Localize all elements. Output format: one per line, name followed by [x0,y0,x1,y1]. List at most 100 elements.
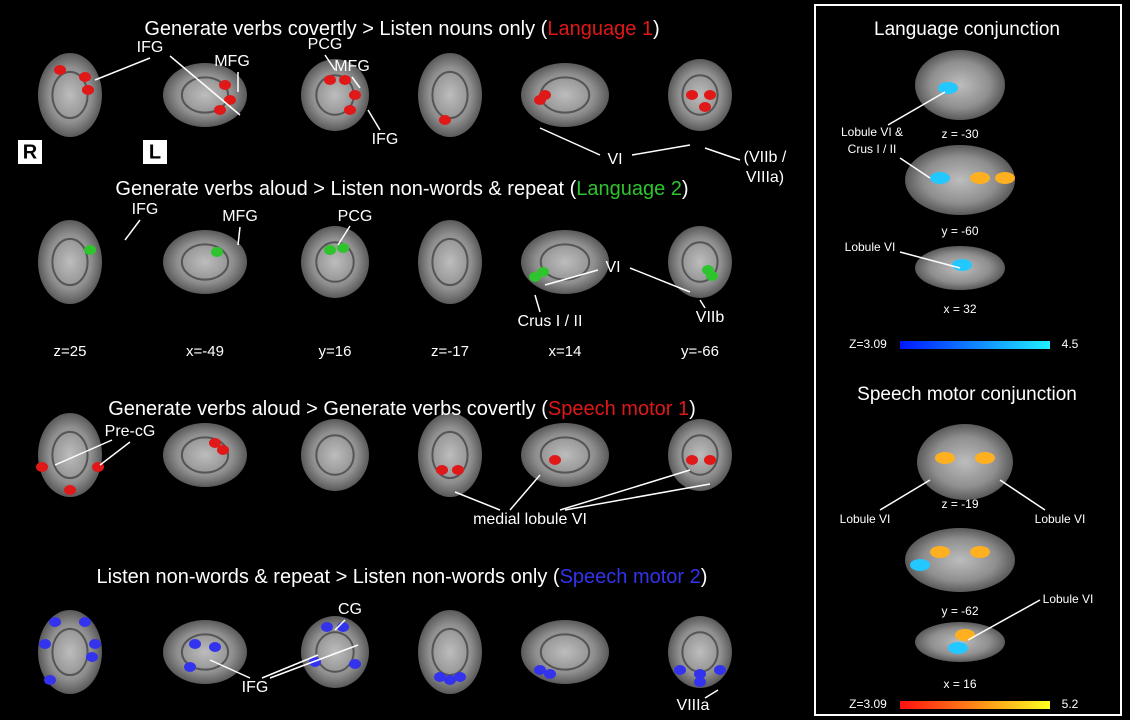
activation-blob [209,642,221,652]
activation-blob [89,639,101,649]
activation-blob [444,675,456,685]
activation-blob [930,546,950,558]
panel-title-part: Generate verbs covertly > Listen nouns o… [144,18,547,40]
cerebellum-slice [917,424,1013,500]
activation-blob [544,669,556,679]
activation-blob [534,95,546,105]
panel-title-part: Speech motor 1 [548,398,689,420]
cerebellum-slice [915,50,1005,120]
figure: Generate verbs covertly > Listen nouns o… [0,0,1130,720]
activation-blob [49,617,61,627]
panel-title-part: Generate verbs aloud > Generate verbs co… [108,398,548,420]
brain-slice [668,59,732,131]
activation-blob [674,665,686,675]
slice-label: z=25 [54,343,87,360]
activation-blob [64,485,76,495]
region-label: IFG [137,39,164,56]
orientation-label: R [23,141,38,163]
panel-title-part: Language 1 [547,18,653,40]
activation-blob [706,271,718,281]
activation-blob [935,452,955,464]
activation-blob [704,455,716,465]
region-label: (VIIb / [744,149,787,166]
activation-blob [84,245,96,255]
region-label: VI [605,259,620,276]
region-label: Crus I / II [848,142,897,156]
panel-title-part: Listen non-words & repeat > Listen non-w… [97,566,560,588]
slice-label: x = 32 [943,302,976,316]
activation-blob [321,622,333,632]
brain-slice [38,413,102,497]
region-label: Lobule VI & [841,125,903,139]
brain-slice [38,220,102,304]
brain-slice [301,419,369,491]
brain-slice [301,616,369,688]
region-label: VIIIa [677,697,710,714]
slice-label: y=-66 [681,343,719,360]
activation-blob [79,72,91,82]
conjunction-title: Language conjunction [874,19,1060,40]
brain-slice [418,53,482,137]
panel-title: Generate verbs aloud > Generate verbs co… [108,398,696,420]
brain-slice [38,53,102,137]
brain-slice [163,423,247,487]
activation-blob [189,639,201,649]
conjunction-title: Speech motor conjunction [857,384,1077,405]
brain-slice [163,63,247,127]
region-label: Pre-cG [105,423,156,440]
activation-blob [439,115,451,125]
activation-blob [344,105,356,115]
slice-label: y = -62 [941,604,978,618]
slice-label: x = 16 [943,677,976,691]
activation-blob [211,247,223,257]
region-label: PCG [338,208,373,225]
activation-blob [910,559,930,571]
activation-blob [217,445,229,455]
region-label: VIIb [696,309,725,326]
activation-blob [36,462,48,472]
colorbar [900,341,1050,349]
panel-title-part: Speech motor 2 [560,566,701,588]
region-label: VI [607,151,622,168]
region-label: medial lobule VI [473,511,587,528]
brain-slice [163,620,247,684]
panel-title-part: ) [701,566,708,588]
slice-label: y = -60 [941,224,978,238]
region-label: MFG [334,58,370,75]
cerebellum-slice [915,622,1005,662]
region-label: Lobule VI [1043,592,1094,606]
activation-blob [324,245,336,255]
activation-blob [184,662,196,672]
activation-blob [970,546,990,558]
region-label: PCG [308,36,343,53]
brain-slice [668,419,732,491]
panel-title-part: ) [689,398,696,420]
activation-blob [349,659,361,669]
brain-slice [521,230,609,294]
activation-blob [324,75,336,85]
panel-title-part: ) [682,178,689,200]
activation-blob [970,172,990,184]
activation-blob [339,75,351,85]
brain-slice [301,226,369,298]
activation-blob [686,455,698,465]
region-label: IFG [132,201,159,218]
activation-blob [549,455,561,465]
region-label: Lobule VI [1035,512,1086,526]
activation-blob [529,272,541,282]
region-label: Crus I / II [518,313,583,330]
activation-blob [54,65,66,75]
activation-blob [214,105,226,115]
activation-blob [452,465,464,475]
activation-blob [694,677,706,687]
activation-blob [699,102,711,112]
activation-blob [39,639,51,649]
region-label: IFG [242,679,269,696]
activation-blob [930,172,950,184]
slice-label: z = -19 [941,497,978,511]
activation-blob [704,90,716,100]
brain-slice [418,413,482,497]
region-label: Lobule VI [845,240,896,254]
activation-blob [686,90,698,100]
activation-blob [714,665,726,675]
